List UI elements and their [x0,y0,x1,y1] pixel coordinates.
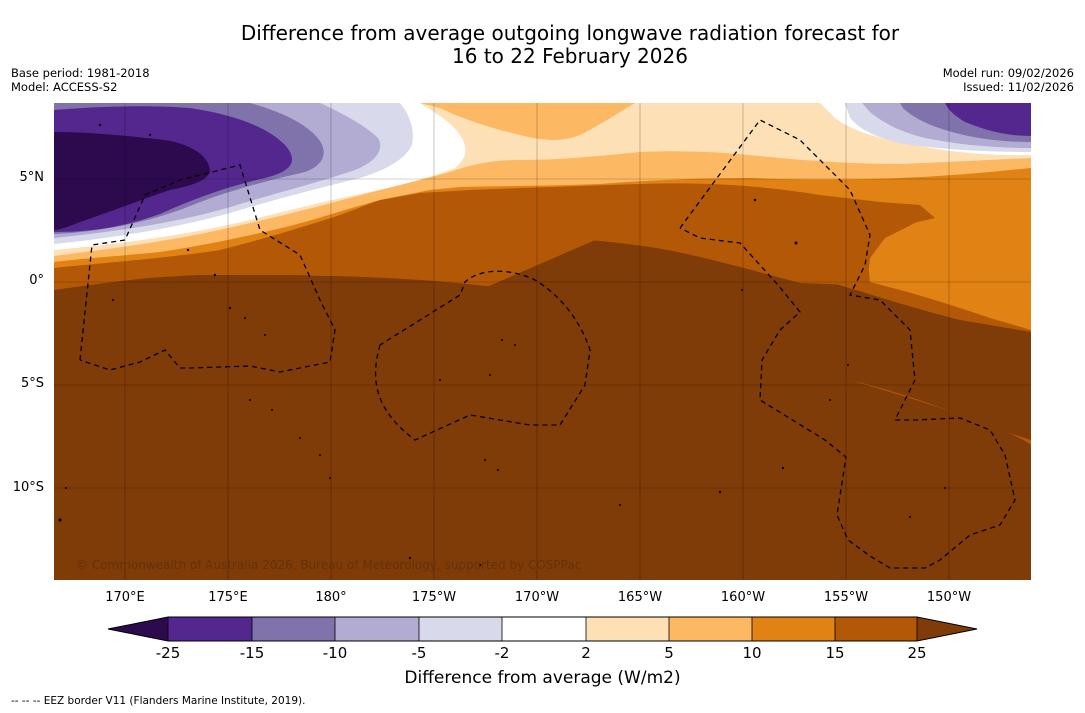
lat-label-5n: 5°N [19,170,45,185]
field-15-25-mid [54,189,930,290]
eez-borders [79,119,1016,569]
colorbar-tick: 2 [581,644,591,662]
colorbar-bin-8 [752,617,835,641]
colorbar-tick: -10 [322,644,348,662]
title-line-1: Difference from average outgoing longwav… [240,21,900,45]
lon-label-170w: 170°W [514,590,560,605]
lon-label-160w: 160°W [720,590,766,605]
model-name: Model: ACCESS-S2 [11,80,118,94]
lon-label-175w: 175°W [411,590,457,605]
map-title: Difference from average outgoing longwav… [0,22,1085,68]
colorbar-tick: -25 [155,644,181,662]
colorbar-tick: -2 [494,644,510,662]
field-top-orange [420,103,635,140]
colorbar-bin-7 [669,617,752,641]
colorbar-bin-5 [502,617,586,641]
colorbar-tick: 5 [664,644,674,662]
lat-label-10s: 10°S [12,480,44,495]
colorbar-title: Difference from average (W/m2) [404,668,681,688]
map-fields [54,103,1031,580]
colorbar-tick: -15 [239,644,265,662]
meta-left: Base period: 1981-2018 Model: ACCESS-S2 [11,66,150,94]
issued-date: Issued: 11/02/2026 [963,80,1074,94]
colorbar-bin-4 [419,617,502,641]
colorbar-high-arrow [917,617,977,641]
base-period: Base period: 1981-2018 [11,66,150,80]
colorbar-bin-6 [586,617,669,641]
lon-label-170e: 170°E [105,590,145,605]
colorbar [107,616,978,642]
lon-label-175e: 175°E [208,590,248,605]
field-lt-25 [54,132,210,230]
colorbar-bin-3 [335,617,419,641]
lon-label-165w: 165°W [617,590,663,605]
lat-label-0: 0° [29,273,44,288]
field-top-light [720,123,745,131]
lon-label-180: 180° [315,590,347,605]
colorbar-tick: 25 [907,644,927,662]
meta-right: Model run: 09/02/2026 Issued: 11/02/2026 [943,66,1074,94]
copyright-notice: © Commonwealth of Australia 2026, Bureau… [76,558,582,572]
colorbar-low-arrow [108,617,168,641]
lon-label-150w: 150°W [926,590,972,605]
colorbar-tick: 15 [825,644,845,662]
colorbar-bin-1 [168,617,252,641]
colorbar-bin-9 [835,617,917,641]
lat-label-5s: 5°S [20,376,44,391]
lon-label-155w: 155°W [823,590,869,605]
title-line-2: 16 to 22 February 2026 [452,44,688,68]
colorbar-tick: 10 [742,644,762,662]
model-run: Model run: 09/02/2026 [942,66,1074,80]
field-gt25-lower [54,276,1031,580]
colorbar-tick: -5 [411,644,427,662]
field-east-neg15 [945,103,1031,136]
islands [58,123,946,567]
eez-footnote: -- -- -- EEZ border V11 (Flanders Marine… [11,695,306,707]
graticule [54,103,1031,580]
colorbar-bin-2 [252,617,335,641]
